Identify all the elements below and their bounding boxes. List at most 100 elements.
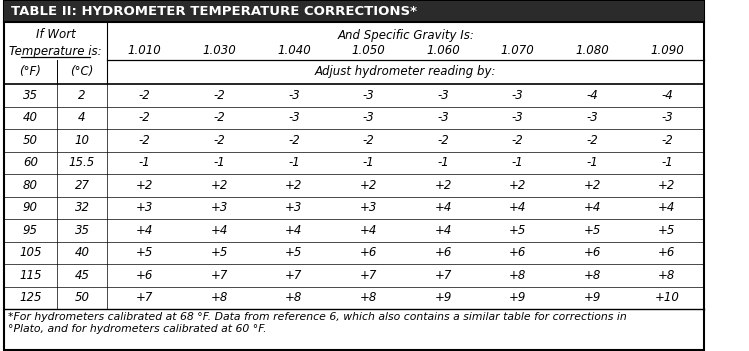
Text: -1: -1 [213,156,225,169]
Text: -2: -2 [586,134,598,147]
Text: -1: -1 [586,156,598,169]
Text: +2: +2 [136,179,154,192]
Text: °Plato, and for hydrometers calibrated at 60 °F.: °Plato, and for hydrometers calibrated a… [7,324,267,334]
Text: +10: +10 [655,291,679,304]
Text: +4: +4 [434,224,452,237]
Text: +6: +6 [434,246,452,259]
Text: +3: +3 [285,201,303,214]
Text: 40: 40 [74,246,90,259]
Text: +7: +7 [136,291,154,304]
Text: +9: +9 [434,291,452,304]
Text: (°C): (°C) [70,66,94,79]
Text: 95: 95 [22,224,38,237]
Text: +5: +5 [583,224,601,237]
Text: TABLE II: HYDROMETER TEMPERATURE CORRECTIONS*: TABLE II: HYDROMETER TEMPERATURE CORRECT… [10,5,416,18]
Text: +3: +3 [136,201,154,214]
Text: +8: +8 [210,291,228,304]
Text: +2: +2 [434,179,452,192]
Text: +7: +7 [285,269,303,282]
Bar [4,1,704,22]
Text: 1.070: 1.070 [501,45,535,58]
Text: +7: +7 [210,269,228,282]
Text: 1.050: 1.050 [351,45,386,58]
Text: 105: 105 [19,246,42,259]
Text: +8: +8 [583,269,601,282]
Text: +4: +4 [360,224,377,237]
Text: -2: -2 [139,89,151,102]
Text: +4: +4 [136,224,154,237]
Text: 50: 50 [22,134,38,147]
Text: -2: -2 [288,134,300,147]
Text: +5: +5 [285,246,303,259]
Text: 1.030: 1.030 [202,45,236,58]
Text: 35: 35 [74,224,90,237]
Text: -3: -3 [512,111,524,124]
Text: Temperature is:: Temperature is: [10,45,102,58]
Text: -2: -2 [139,111,151,124]
Text: +2: +2 [658,179,676,192]
Text: +5: +5 [658,224,676,237]
Text: +4: +4 [210,224,228,237]
Text: -3: -3 [288,89,300,102]
Text: +2: +2 [285,179,303,192]
Text: -2: -2 [139,134,151,147]
Text: 45: 45 [74,269,90,282]
Text: +4: +4 [509,201,527,214]
Text: +2: +2 [509,179,527,192]
Text: -2: -2 [437,134,449,147]
Text: -3: -3 [661,111,673,124]
Text: -3: -3 [363,111,374,124]
Text: (°F): (°F) [19,66,41,79]
Text: 1.010: 1.010 [128,45,162,58]
Text: -2: -2 [213,111,225,124]
Text: +8: +8 [509,269,527,282]
Text: -2: -2 [661,134,673,147]
Text: -3: -3 [437,111,449,124]
Text: 1.060: 1.060 [426,45,460,58]
Text: +4: +4 [434,201,452,214]
Text: 32: 32 [74,201,90,214]
Text: +2: +2 [360,179,377,192]
Text: And Specific Gravity Is:: And Specific Gravity Is: [337,28,474,41]
Text: 35: 35 [22,89,38,102]
Text: -4: -4 [661,89,673,102]
Text: 4: 4 [79,111,86,124]
Text: 90: 90 [22,201,38,214]
Text: +7: +7 [360,269,377,282]
Text: 1.090: 1.090 [650,45,684,58]
Text: -2: -2 [213,134,225,147]
Text: -2: -2 [363,134,374,147]
Text: +4: +4 [658,201,676,214]
Text: +9: +9 [509,291,527,304]
Text: +6: +6 [583,246,601,259]
Text: -2: -2 [213,89,225,102]
Text: +3: +3 [210,201,228,214]
Text: +2: +2 [210,179,228,192]
Text: 15.5: 15.5 [69,156,95,169]
Text: +2: +2 [583,179,601,192]
Text: -1: -1 [139,156,151,169]
Text: 60: 60 [22,156,38,169]
Text: +6: +6 [136,269,154,282]
Text: +8: +8 [658,269,676,282]
Text: +6: +6 [658,246,676,259]
Text: +5: +5 [136,246,154,259]
Text: +4: +4 [285,224,303,237]
Text: -1: -1 [512,156,524,169]
Text: -3: -3 [288,111,300,124]
Text: +9: +9 [583,291,601,304]
Text: +4: +4 [583,201,601,214]
Text: 1.040: 1.040 [277,45,311,58]
Text: -3: -3 [586,111,598,124]
Text: 115: 115 [19,269,42,282]
Text: -1: -1 [288,156,300,169]
Text: -3: -3 [512,89,524,102]
Text: 40: 40 [22,111,38,124]
Text: 125: 125 [19,291,42,304]
Text: -1: -1 [661,156,673,169]
Text: 1.080: 1.080 [575,45,609,58]
Text: *For hydrometers calibrated at 68 °F. Data from reference 6, which also contains: *For hydrometers calibrated at 68 °F. Da… [7,312,626,322]
Text: 50: 50 [74,291,90,304]
Text: 2: 2 [79,89,86,102]
Text: +7: +7 [434,269,452,282]
